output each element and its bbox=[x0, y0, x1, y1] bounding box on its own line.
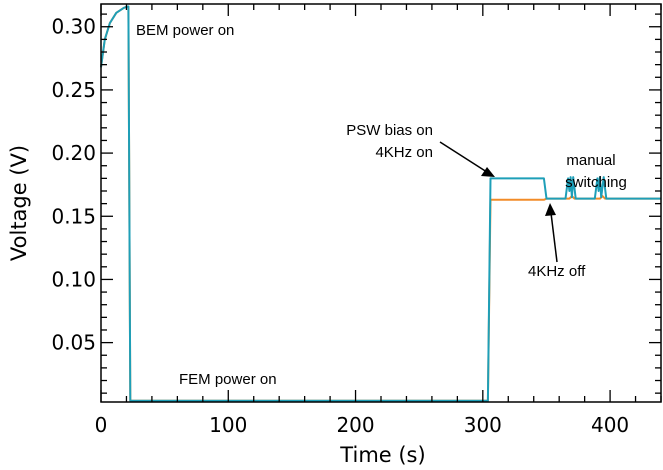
arrow-off-head bbox=[545, 203, 556, 216]
x-tick-label: 0 bbox=[95, 413, 108, 437]
y-axis-title: Voltage (V) bbox=[7, 145, 31, 261]
annotation-bem: BEM power on bbox=[136, 22, 234, 39]
arrows bbox=[439, 141, 558, 263]
x-tick-label: 100 bbox=[209, 413, 247, 437]
y-tick-label: 0.05 bbox=[51, 331, 96, 355]
arrow-off bbox=[550, 212, 558, 263]
ticks-layer bbox=[100, 4, 662, 402]
x-axis-title: Time (s) bbox=[339, 443, 425, 467]
annotation-fem: FEM power on bbox=[179, 371, 277, 388]
arrow-psw bbox=[439, 141, 491, 175]
y-tick-label: 0.15 bbox=[51, 204, 96, 228]
annotation-off: 4KHz off bbox=[528, 263, 586, 280]
annotation-psw-line2: 4KHz on bbox=[375, 144, 433, 161]
y-tick-label: 0.25 bbox=[51, 78, 96, 102]
y-tick-label: 0.30 bbox=[51, 15, 96, 39]
x-tick-label: 200 bbox=[336, 413, 374, 437]
x-tick-label: 300 bbox=[464, 413, 502, 437]
y-tick-label: 0.20 bbox=[51, 141, 96, 165]
annotation-manual: manual switching bbox=[565, 152, 627, 191]
series-layer bbox=[100, 5, 661, 402]
annotation-fem-text: FEM power on bbox=[179, 371, 277, 388]
annotation-psw: PSW bias on 4KHz on bbox=[346, 122, 433, 161]
y-tick-label: 0.10 bbox=[51, 267, 96, 291]
labels-layer: 0 100 200 300 400 0.05 0.10 0.15 0.20 0.25 0.30 bbox=[51, 15, 629, 437]
annotation-bem-text: BEM power on bbox=[136, 22, 234, 39]
series-line-0 bbox=[100, 5, 661, 402]
plot-frame bbox=[100, 3, 662, 403]
x-tick-label: 400 bbox=[591, 413, 629, 437]
annotation-off-text: 4KHz off bbox=[528, 263, 586, 280]
annotation-manual-line1: manual bbox=[566, 152, 615, 169]
annotation-manual-line2: switching bbox=[565, 174, 627, 191]
arrow-psw-head bbox=[481, 167, 495, 177]
series-line-1 bbox=[100, 5, 661, 402]
annotation-psw-line1: PSW bias on bbox=[346, 122, 433, 139]
